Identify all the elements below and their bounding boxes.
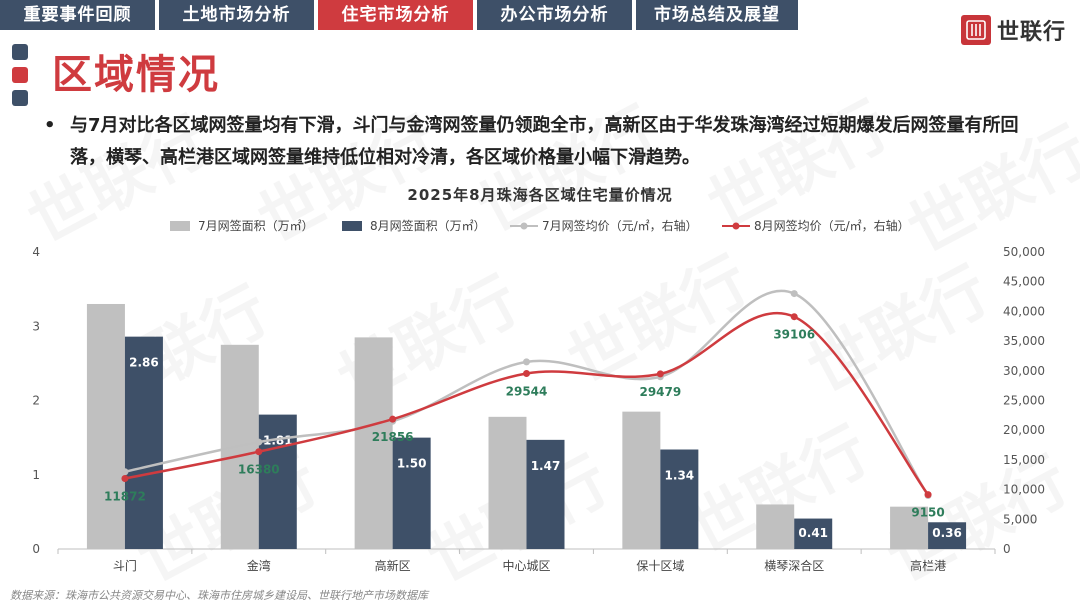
y-right-tick-label: 0 <box>1003 542 1011 556</box>
line-data-label: 39106 <box>773 328 815 342</box>
legend-label: 8月网签均价（元/㎡，右轴） <box>754 218 910 233</box>
bar-data-label: 1.47 <box>531 459 561 473</box>
y-left-tick-label: 4 <box>32 245 40 259</box>
x-tick-label: 横琴深合区 <box>764 558 824 573</box>
x-tick-label: 中心城区 <box>502 558 550 573</box>
y-right-tick-label: 20,000 <box>1003 423 1045 437</box>
line-point <box>121 474 129 482</box>
bar <box>354 337 393 549</box>
line-data-label: 11872 <box>104 489 146 503</box>
y-left-tick-label: 2 <box>32 394 40 408</box>
line-data-label: 29544 <box>506 385 548 399</box>
line-point <box>790 290 798 298</box>
legend-label: 7月网签均价（元/㎡，右轴） <box>542 218 698 233</box>
tab-3[interactable]: 住宅市场分析 <box>318 0 473 30</box>
x-tick-label: 斗门 <box>113 558 137 573</box>
y-right-tick-label: 40,000 <box>1003 304 1045 318</box>
chart-title: 2025年8月珠海各区域住宅量价情况 <box>407 186 673 204</box>
bar <box>124 336 163 549</box>
line-data-label: 29479 <box>639 385 681 399</box>
line-point <box>523 358 530 366</box>
line-point <box>255 438 263 446</box>
y-right-tick-label: 50,000 <box>1003 245 1045 259</box>
y-right-tick-label: 10,000 <box>1003 483 1045 497</box>
decor-square <box>12 67 28 83</box>
y-right-tick-label: 30,000 <box>1003 364 1045 378</box>
page-title: 区域情况 <box>52 52 220 98</box>
logo-text: 世联行 <box>996 20 1066 45</box>
seal-logo-icon <box>960 15 991 45</box>
bar-data-label: 0.41 <box>798 526 828 540</box>
line-point <box>523 370 530 378</box>
legend-swatch-marker <box>732 222 740 230</box>
series-line <box>124 289 930 497</box>
y-right-tick-label: 5,000 <box>1003 512 1037 526</box>
legend-swatch <box>342 221 362 231</box>
line-point <box>121 468 129 476</box>
bar <box>756 504 795 549</box>
line-data-label: 9150 <box>911 506 944 520</box>
bar <box>488 416 527 549</box>
decor-square <box>12 90 28 106</box>
tab-2[interactable]: 土地市场分析 <box>159 0 314 30</box>
bar-data-label: 1.34 <box>665 469 695 483</box>
summary-bullet: • 与7月对比各区域网签量均有下滑，斗门与金湾网签量仍领跑全市，高新区由于华发珠… <box>44 110 1054 174</box>
data-source-note: 数据来源：珠海市公共资源交易中心、珠海市住房城乡建设局、世联行地产市场数据库 <box>10 589 428 602</box>
legend-label: 8月网签面积（万㎡） <box>370 218 486 233</box>
y-left-tick-label: 3 <box>32 319 40 333</box>
bar-data-label: 0.36 <box>932 526 962 540</box>
y-right-tick-label: 45,000 <box>1003 275 1045 289</box>
legend-label: 7月网签面积（万㎡） <box>198 218 314 233</box>
x-tick-label: 保十区域 <box>636 559 684 573</box>
y-right-tick-label: 25,000 <box>1003 394 1045 408</box>
decor-square <box>12 44 28 60</box>
y-left-tick-label: 1 <box>32 468 40 482</box>
bar <box>890 506 929 549</box>
bar <box>86 303 125 549</box>
bar-data-label: 2.86 <box>129 356 159 370</box>
tab-4[interactable]: 办公市场分析 <box>477 0 632 30</box>
y-right-tick-label: 15,000 <box>1003 453 1045 467</box>
bar <box>392 437 431 549</box>
bullet-dot: • <box>44 115 56 136</box>
section-tab-bar: 重要事件回顾 土地市场分析 住宅市场分析 办公市场分析 市场总结及展望 <box>0 0 802 30</box>
x-tick-label: 高栏港 <box>910 558 946 573</box>
bar <box>526 439 565 549</box>
line-point <box>924 491 932 499</box>
tab-1[interactable]: 重要事件回顾 <box>0 0 155 30</box>
line-point <box>255 448 263 456</box>
bar-data-label: 1.50 <box>397 457 427 471</box>
line-point <box>790 313 798 321</box>
bar <box>622 411 661 549</box>
legend-swatch <box>170 221 190 231</box>
summary-text: 与7月对比各区域网签量均有下滑，斗门与金湾网签量仍领跑全市，高新区由于华发珠海湾… <box>70 115 1019 168</box>
y-right-tick-label: 35,000 <box>1003 334 1045 348</box>
line-point <box>656 370 664 378</box>
x-tick-label: 金湾 <box>247 558 271 573</box>
tab-5[interactable]: 市场总结及展望 <box>636 0 798 30</box>
brand-logo: 世联行 <box>960 14 1066 46</box>
bar <box>794 518 833 549</box>
y-left-tick-label: 0 <box>32 542 40 556</box>
line-point <box>389 415 397 423</box>
line-data-label: 16380 <box>238 463 280 477</box>
x-tick-label: 高新区 <box>375 558 411 573</box>
title-decoration <box>12 44 28 113</box>
bar <box>660 449 699 549</box>
bar <box>928 522 967 549</box>
legend-swatch-marker <box>520 222 528 230</box>
line-data-label: 21856 <box>372 430 414 444</box>
